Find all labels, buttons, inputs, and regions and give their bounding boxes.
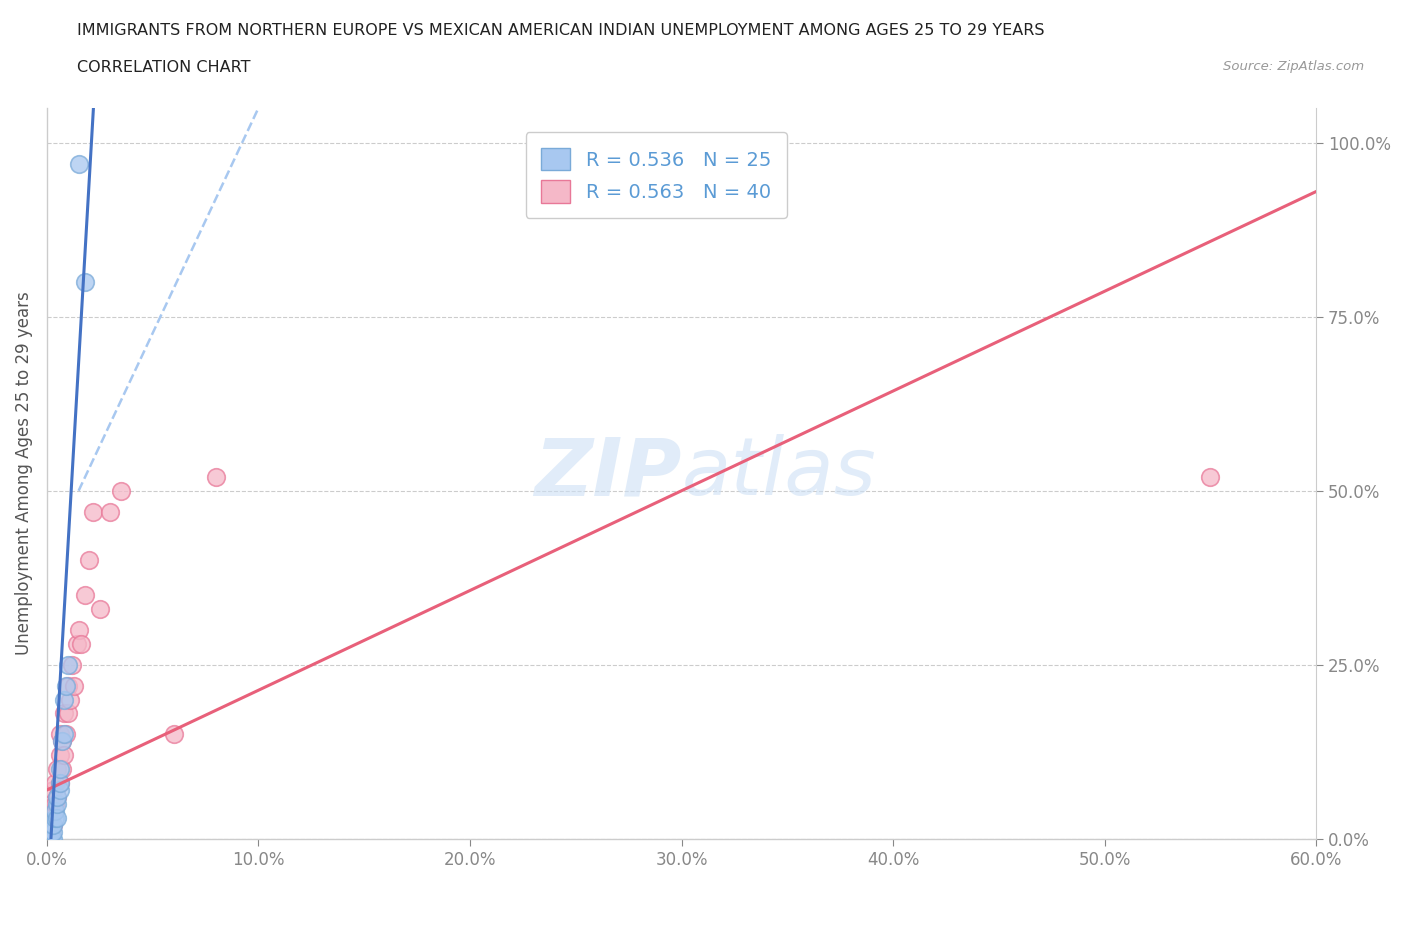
Point: [56, 678, 79, 693]
Point: [48, 748, 70, 763]
Point: [46, 790, 69, 804]
Legend: R = 0.536   N = 25, R = 0.563   N = 40: R = 0.536 N = 25, R = 0.563 N = 40: [526, 132, 787, 219]
Point: [73, 588, 96, 603]
Point: [52, 706, 75, 721]
Point: [89, 602, 111, 617]
Point: [77, 553, 100, 568]
Point: [39, 831, 62, 846]
Point: [46, 796, 69, 811]
Point: [42, 817, 65, 832]
Point: [39, 831, 62, 846]
Point: [44, 810, 66, 825]
Point: [48, 776, 70, 790]
Point: [67, 156, 90, 171]
Point: [65, 636, 87, 651]
Point: [60, 658, 83, 672]
Point: [1199, 470, 1222, 485]
Point: [37, 831, 59, 846]
Point: [98, 504, 121, 519]
Point: [48, 782, 70, 797]
Point: [163, 727, 186, 742]
Point: [55, 727, 77, 742]
Point: [52, 748, 75, 763]
Point: [52, 727, 75, 742]
Text: CORRELATION CHART: CORRELATION CHART: [77, 60, 250, 75]
Point: [44, 776, 66, 790]
Point: [39, 831, 62, 846]
Point: [39, 796, 62, 811]
Point: [39, 824, 62, 839]
Point: [39, 810, 62, 825]
Point: [48, 762, 70, 777]
Point: [44, 804, 66, 818]
Point: [46, 810, 69, 825]
Point: [39, 824, 62, 839]
Point: [46, 790, 69, 804]
Point: [38, 817, 60, 832]
Point: [51, 734, 73, 749]
Point: [42, 817, 65, 832]
Point: [38, 831, 60, 846]
Point: [38, 831, 60, 846]
Point: [55, 678, 77, 693]
Point: [73, 274, 96, 289]
Text: ZIP: ZIP: [534, 434, 682, 512]
Point: [46, 762, 69, 777]
Point: [52, 692, 75, 707]
Point: [42, 824, 65, 839]
Point: [56, 658, 79, 672]
Point: [38, 824, 60, 839]
Point: [37, 831, 59, 846]
Y-axis label: Unemployment Among Ages 25 to 29 years: Unemployment Among Ages 25 to 29 years: [15, 291, 32, 656]
Point: [69, 636, 91, 651]
Point: [42, 804, 65, 818]
Point: [110, 484, 132, 498]
Point: [51, 762, 73, 777]
Point: [48, 776, 70, 790]
Text: Source: ZipAtlas.com: Source: ZipAtlas.com: [1223, 60, 1364, 73]
Point: [42, 782, 65, 797]
Point: [42, 831, 65, 846]
Point: [56, 706, 79, 721]
Point: [39, 817, 62, 832]
Text: IMMIGRANTS FROM NORTHERN EUROPE VS MEXICAN AMERICAN INDIAN UNEMPLOYMENT AMONG AG: IMMIGRANTS FROM NORTHERN EUROPE VS MEXIC…: [77, 23, 1045, 38]
Point: [51, 734, 73, 749]
Text: atlas: atlas: [682, 434, 876, 512]
Point: [59, 692, 82, 707]
Point: [205, 470, 228, 485]
Point: [63, 678, 86, 693]
Point: [67, 622, 90, 637]
Point: [44, 796, 66, 811]
Point: [82, 504, 104, 519]
Point: [48, 727, 70, 742]
Point: [37, 831, 59, 846]
